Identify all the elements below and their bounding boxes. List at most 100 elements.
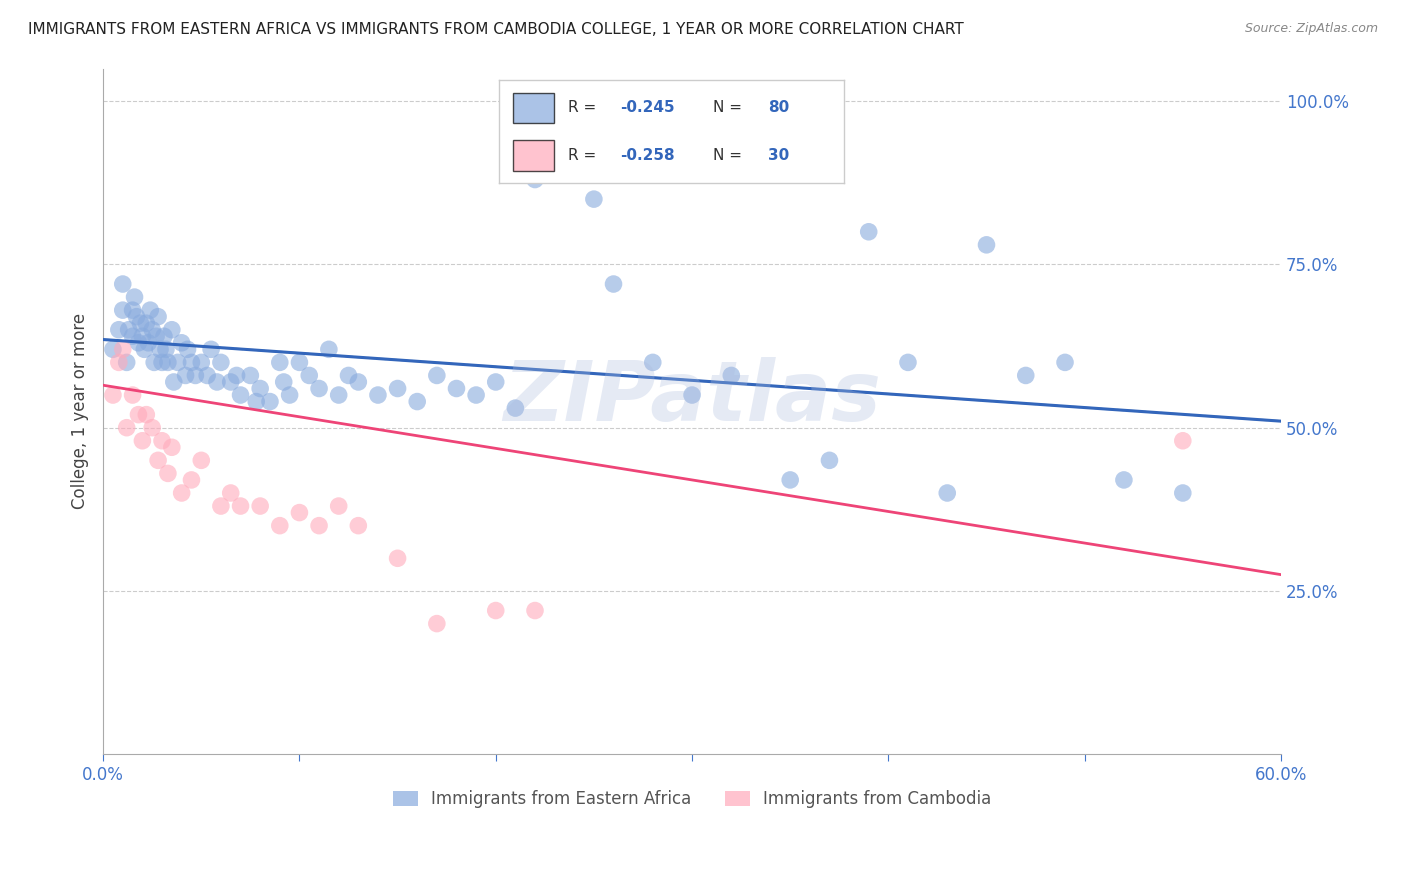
- Point: [269, 355, 291, 369]
- Point: [259, 394, 281, 409]
- Text: -0.245: -0.245: [620, 101, 675, 115]
- Point: [163, 375, 186, 389]
- Point: [219, 486, 242, 500]
- Point: [155, 343, 177, 357]
- Point: [524, 603, 547, 617]
- Point: [135, 408, 157, 422]
- Text: 30: 30: [768, 148, 789, 162]
- Point: [229, 499, 252, 513]
- Point: [1171, 486, 1194, 500]
- Point: [1053, 355, 1076, 369]
- Point: [446, 382, 468, 396]
- Text: N =: N =: [713, 148, 747, 162]
- Point: [858, 225, 880, 239]
- Point: [485, 375, 508, 389]
- Point: [139, 303, 162, 318]
- Text: R =: R =: [568, 148, 602, 162]
- Point: [239, 368, 262, 383]
- Point: [308, 518, 330, 533]
- Point: [153, 329, 176, 343]
- Point: [505, 401, 527, 416]
- Point: [245, 394, 267, 409]
- Point: [288, 506, 311, 520]
- Point: [108, 323, 131, 337]
- Point: [367, 388, 389, 402]
- Point: [249, 382, 271, 396]
- Point: [176, 343, 198, 357]
- Point: [108, 355, 131, 369]
- Point: [200, 343, 222, 357]
- Point: [141, 323, 163, 337]
- Point: [426, 368, 449, 383]
- Point: [143, 355, 166, 369]
- Point: [149, 343, 172, 357]
- Point: [337, 368, 360, 383]
- Point: [136, 335, 159, 350]
- Point: [195, 368, 218, 383]
- Point: [111, 343, 134, 357]
- Point: [249, 499, 271, 513]
- Point: [124, 290, 146, 304]
- Point: [121, 303, 143, 318]
- Point: [347, 518, 370, 533]
- Point: [125, 310, 148, 324]
- Point: [387, 382, 409, 396]
- FancyBboxPatch shape: [513, 93, 554, 123]
- Point: [166, 355, 188, 369]
- Point: [180, 473, 202, 487]
- Point: [1112, 473, 1135, 487]
- Text: ZIPatlas: ZIPatlas: [503, 357, 882, 438]
- Point: [229, 388, 252, 402]
- Point: [160, 323, 183, 337]
- Point: [170, 486, 193, 500]
- Point: [318, 343, 340, 357]
- Point: [288, 355, 311, 369]
- Point: [156, 467, 179, 481]
- Text: N =: N =: [713, 101, 747, 115]
- Point: [1171, 434, 1194, 448]
- Point: [298, 368, 321, 383]
- FancyBboxPatch shape: [513, 140, 554, 170]
- Point: [174, 368, 197, 383]
- Point: [308, 382, 330, 396]
- Legend: Immigrants from Eastern Africa, Immigrants from Cambodia: Immigrants from Eastern Africa, Immigran…: [387, 783, 998, 814]
- Point: [111, 303, 134, 318]
- Point: [465, 388, 488, 402]
- Point: [127, 335, 149, 350]
- Point: [117, 323, 139, 337]
- Point: [328, 388, 350, 402]
- Point: [273, 375, 295, 389]
- Point: [146, 453, 169, 467]
- Point: [720, 368, 742, 383]
- Point: [681, 388, 703, 402]
- Point: [141, 420, 163, 434]
- Point: [156, 355, 179, 369]
- Text: R =: R =: [568, 101, 602, 115]
- Point: [1015, 368, 1038, 383]
- Point: [897, 355, 920, 369]
- Point: [976, 237, 998, 252]
- Point: [121, 388, 143, 402]
- Point: [602, 277, 624, 291]
- Point: [101, 388, 124, 402]
- Point: [115, 420, 138, 434]
- Point: [190, 453, 212, 467]
- Point: [347, 375, 370, 389]
- Point: [131, 329, 153, 343]
- Point: [145, 329, 167, 343]
- Text: 80: 80: [768, 101, 789, 115]
- Point: [129, 316, 152, 330]
- Point: [184, 368, 207, 383]
- Point: [115, 355, 138, 369]
- Point: [278, 388, 301, 402]
- Point: [269, 518, 291, 533]
- Point: [485, 603, 508, 617]
- Point: [524, 172, 547, 186]
- Point: [121, 329, 143, 343]
- Point: [387, 551, 409, 566]
- Point: [936, 486, 959, 500]
- Point: [111, 277, 134, 291]
- Y-axis label: College, 1 year or more: College, 1 year or more: [72, 313, 89, 509]
- Point: [426, 616, 449, 631]
- Point: [170, 335, 193, 350]
